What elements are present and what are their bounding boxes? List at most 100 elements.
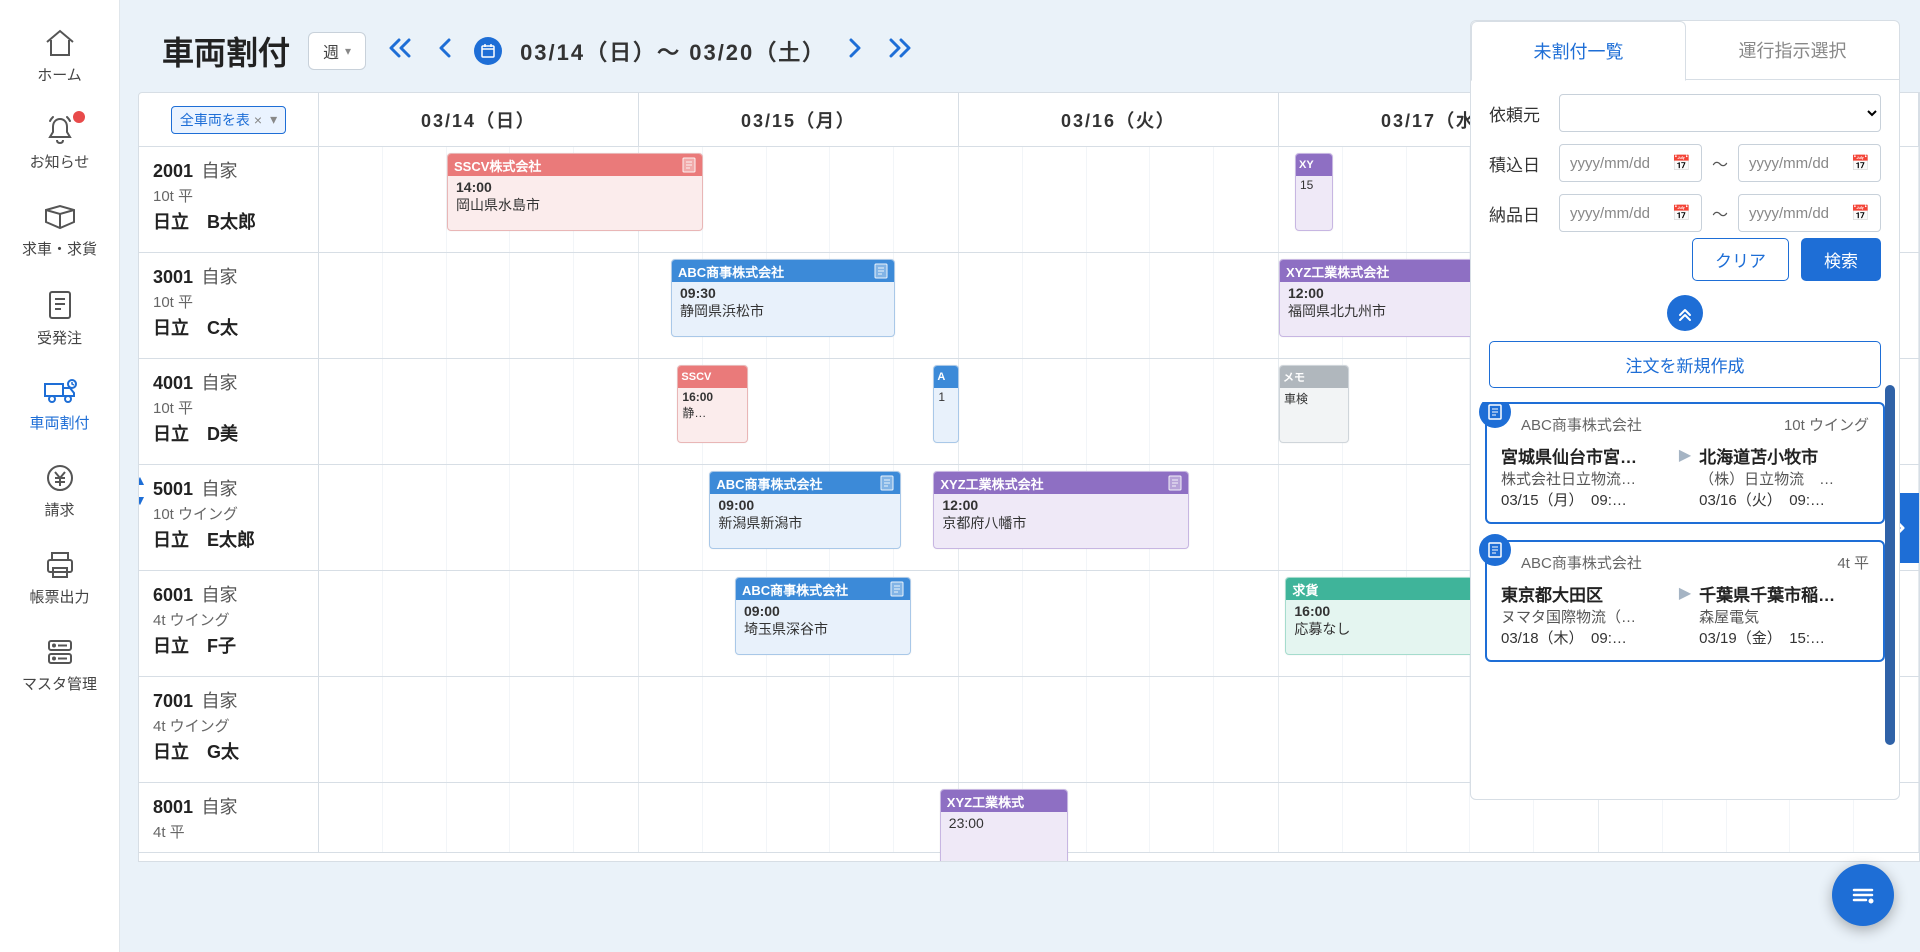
document-icon <box>682 157 696 173</box>
task-title: XYZ工業株式会社 <box>940 474 1043 493</box>
task-card[interactable]: XYZ工業株式23:00 <box>940 789 1068 861</box>
load-date-from[interactable]: yyyy/mm/dd📅 <box>1559 144 1702 182</box>
chevron-down-icon: ▾ <box>345 44 351 58</box>
card-client: ABC商事株式会社 <box>1521 414 1642 435</box>
to-company: 森屋電気 <box>1699 606 1869 627</box>
task-time: 09:00 <box>718 497 892 513</box>
task-card[interactable]: A1 <box>933 365 959 443</box>
vehicle-cell[interactable]: 5001 自家10t ウイング日立 E太郎 <box>139 465 319 570</box>
next-button[interactable] <box>844 38 866 64</box>
task-place: 車検 <box>1284 390 1344 407</box>
deliver-date-to[interactable]: yyyy/mm/dd📅 <box>1738 194 1881 232</box>
page-title: 車両割付 <box>162 28 290 74</box>
notification-dot-icon <box>73 111 85 123</box>
to-location: 北海道苫小牧市 <box>1699 443 1869 468</box>
from-company: 株式会社日立物流… <box>1501 468 1671 489</box>
next-fast-button[interactable] <box>884 38 916 64</box>
vehicle-cell[interactable]: 4001 自家10t 平日立 D美 <box>139 359 319 464</box>
card-spec: 10t ウイング <box>1784 414 1869 435</box>
from-datetime: 03/18（木） 09:… <box>1501 627 1671 648</box>
to-company: （株）日立物流 … <box>1699 468 1869 489</box>
vehicle-cell[interactable]: 8001 自家4t 平 <box>139 783 319 852</box>
task-title: ABC商事株式会社 <box>678 262 784 281</box>
calendar-icon: 📅 <box>1851 154 1870 172</box>
vehicle-filter-chip[interactable]: 全車両を表 × ▾ <box>171 106 286 134</box>
vehicle-cell[interactable]: 6001 自家4t ウイング日立 F子 <box>139 571 319 676</box>
arrow-right-icon: ▶ <box>1679 581 1691 603</box>
task-time: 1 <box>938 390 954 404</box>
arrow-right-icon: ▶ <box>1679 443 1691 465</box>
task-place: 静岡県浜松市 <box>680 301 886 321</box>
day-header: 03/15（月） <box>639 93 959 146</box>
calendar-icon: 📅 <box>1672 154 1691 172</box>
nav-notice[interactable]: お知らせ <box>0 99 119 186</box>
day-header: 03/16（火） <box>959 93 1279 146</box>
nav-print[interactable]: 帳票出力 <box>0 534 119 621</box>
search-button[interactable]: 検索 <box>1801 238 1881 281</box>
prev-button[interactable] <box>434 38 456 64</box>
task-place: 京都府八幡市 <box>942 513 1180 533</box>
task-card[interactable]: XY15 <box>1295 153 1333 231</box>
task-time: 12:00 <box>942 497 1180 513</box>
task-title: XYZ工業株式会社 <box>1286 262 1389 281</box>
nav-billing[interactable]: 請求 <box>0 447 119 534</box>
collapse-filters-button[interactable] <box>1667 295 1703 331</box>
clear-button[interactable]: クリア <box>1692 238 1789 281</box>
to-datetime: 03/16（火） 09:… <box>1699 489 1869 510</box>
vehicle-cell[interactable]: 7001 自家4t ウイング日立 G太 <box>139 677 319 782</box>
order-card[interactable]: ABC商事株式会社10t ウイング宮城県仙台市宮…株式会社日立物流…03/15（… <box>1485 402 1885 524</box>
panel-tabs: 未割付一覧 運行指示選択 <box>1471 21 1899 80</box>
nav-alloc[interactable]: 車両割付 <box>0 362 119 447</box>
panel-scrollbar[interactable] <box>1885 45 1895 785</box>
from-location: 宮城県仙台市宮… <box>1501 443 1671 468</box>
date-range: 03/14（日）～ 03/20（土） <box>520 35 826 67</box>
nav-master[interactable]: マスタ管理 <box>0 621 119 708</box>
task-card[interactable]: ABC商事株式会社09:00埼玉県深谷市 <box>735 577 911 655</box>
new-order-button[interactable]: 注文を新規作成 <box>1489 341 1881 388</box>
task-card[interactable]: ABC商事株式会社09:00新潟県新潟市 <box>709 471 901 549</box>
chip-caret-icon[interactable]: ▾ <box>270 111 277 128</box>
deliver-date-from[interactable]: yyyy/mm/dd📅 <box>1559 194 1702 232</box>
client-select[interactable] <box>1559 94 1881 132</box>
day-header: 03/14（日） <box>319 93 639 146</box>
calendar-icon: 📅 <box>1851 204 1870 222</box>
tab-unassigned[interactable]: 未割付一覧 <box>1471 21 1686 81</box>
document-icon <box>890 581 904 597</box>
vehicle-cell[interactable]: 2001 自家10t 平日立 B太郎 <box>139 147 319 252</box>
to-datetime: 03/19（金） 15:… <box>1699 627 1869 648</box>
task-card[interactable]: SSCV株式会社14:00岡山県水島市 <box>447 153 703 231</box>
task-card[interactable]: メモ車検 <box>1279 365 1349 443</box>
document-icon <box>874 263 888 279</box>
vehicle-cell[interactable]: 3001 自家10t 平日立 C太 <box>139 253 319 358</box>
unassigned-list: ABC商事株式会社10t ウイング宮城県仙台市宮…株式会社日立物流…03/15（… <box>1471 402 1899 799</box>
task-card[interactable]: XYZ工業株式会社 12:00京都府八幡市 <box>933 471 1189 549</box>
card-client: ABC商事株式会社 <box>1521 552 1642 573</box>
task-place: 岡山県水島市 <box>456 195 694 215</box>
document-icon <box>880 475 894 491</box>
nav-orders[interactable]: 受発注 <box>0 273 119 362</box>
label-deliver-date: 納品日 <box>1489 201 1549 226</box>
calendar-icon[interactable] <box>474 37 502 65</box>
prev-fast-button[interactable] <box>384 38 416 64</box>
load-date-to[interactable]: yyyy/mm/dd📅 <box>1738 144 1881 182</box>
period-select[interactable]: 週 ▾ <box>308 32 366 70</box>
chat-fab[interactable] <box>1832 864 1894 926</box>
task-title: 求貨 <box>1292 580 1318 599</box>
tab-instructions[interactable]: 運行指示選択 <box>1686 21 1899 80</box>
task-title: ABC商事株式会社 <box>716 474 822 493</box>
task-time: 09:30 <box>680 285 886 301</box>
nav-home[interactable]: ホーム <box>0 12 119 99</box>
order-card[interactable]: ABC商事株式会社4t 平東京都大田区ヌマタ国際物流（…03/18（木） 09:… <box>1485 540 1885 662</box>
task-place: 静… <box>682 404 742 421</box>
chip-clear-icon[interactable]: × <box>254 112 262 128</box>
task-card[interactable]: SSCV16:00静… <box>677 365 747 443</box>
document-icon <box>1479 534 1511 566</box>
task-time: 09:00 <box>744 603 902 619</box>
right-panel: 未割付一覧 運行指示選択 依頼元 積込日 yyyy/mm/dd📅 ～ yyyy/… <box>1470 20 1900 800</box>
task-time: 14:00 <box>456 179 694 195</box>
task-title: XYZ工業株式 <box>947 792 1024 811</box>
side-nav: ホームお知らせ求車・求貨受発注車両割付請求帳票出力マスタ管理 <box>0 0 120 952</box>
task-card[interactable]: ABC商事株式会社 09:30静岡県浜松市 <box>671 259 895 337</box>
task-title: ABC商事株式会社 <box>742 580 848 599</box>
nav-truck[interactable]: 求車・求貨 <box>0 186 119 273</box>
